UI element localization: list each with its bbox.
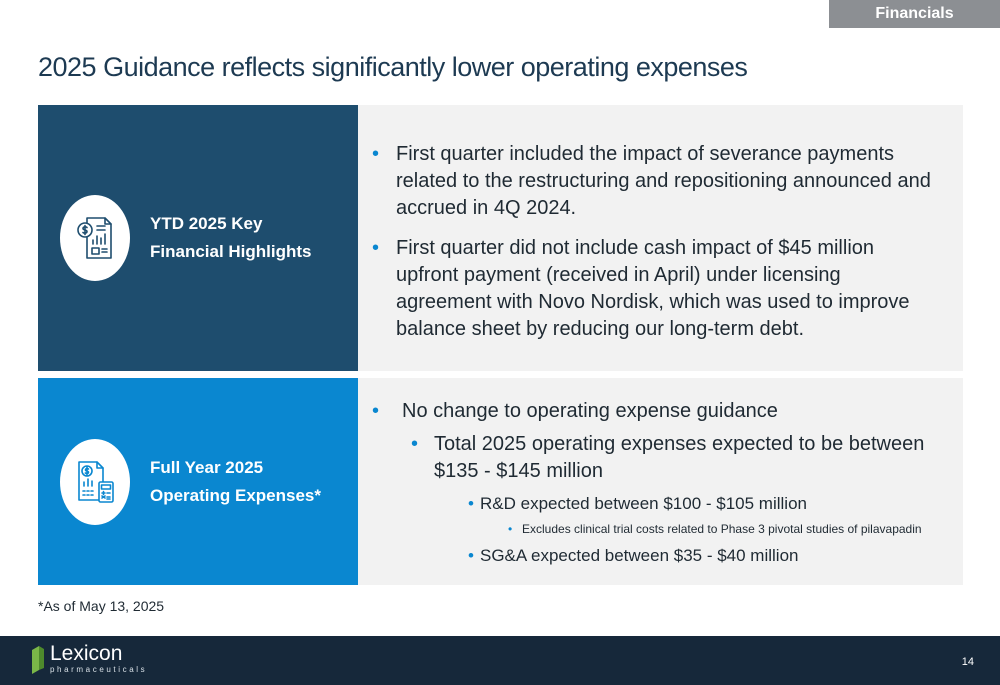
fy-bullet-list: No change to operating expense guidance …	[372, 398, 933, 568]
lexicon-logo: Lexicon pharmaceuticals	[30, 643, 147, 674]
logo-text: Lexicon pharmaceuticals	[50, 642, 148, 675]
section-tab: Financials	[829, 0, 1000, 28]
ytd-title-line2: Financial Highlights	[150, 242, 312, 261]
ytd-title-line1: YTD 2025 Key	[150, 214, 263, 233]
fy-bullet-rd-exclusion: Excludes clinical trial costs related to…	[508, 520, 933, 538]
expense-calculator-icon	[78, 460, 114, 503]
footer-bar: Lexicon pharmaceuticals 14	[0, 636, 1000, 685]
fy-bullet-no-change: No change to operating expense guidance	[372, 398, 933, 425]
lexicon-logo-mark-icon	[32, 645, 44, 674]
fy-title-line1: Full Year 2025	[150, 457, 264, 477]
ytd-icon-circle	[60, 195, 130, 281]
fy-panel-header: Full Year 2025 Operating Expenses*	[38, 378, 358, 585]
ytd-panel-header: YTD 2025 Key Financial Highlights	[38, 105, 358, 371]
ytd-highlights-panel: YTD 2025 Key Financial Highlights First …	[38, 105, 963, 371]
footnote: *As of May 13, 2025	[38, 598, 165, 614]
ytd-bullet-severance: First quarter included the impact of sev…	[372, 141, 933, 222]
fy-bullet-sga: SG&A expected between $35 - $40 million	[468, 544, 933, 568]
logo-subtitle: pharmaceuticals	[50, 665, 148, 674]
fy-bullet-rd: R&D expected between $100 - $105 million	[468, 492, 933, 516]
fy-panel-body: No change to operating expense guidance …	[358, 378, 963, 585]
financial-report-icon	[77, 217, 112, 259]
fy-opex-panel: Full Year 2025 Operating Expenses* No ch…	[38, 378, 963, 585]
page-number: 14	[961, 656, 974, 668]
page-title: 2025 Guidance reflects significantly low…	[38, 52, 748, 82]
fy-bullet-total-opex: Total 2025 operating expenses expected t…	[411, 431, 933, 485]
ytd-panel-title: YTD 2025 Key Financial Highlights	[150, 210, 340, 266]
logo-name: Lexicon	[50, 642, 123, 665]
fy-icon-circle	[60, 438, 130, 525]
ytd-panel-body: First quarter included the impact of sev…	[358, 105, 963, 371]
fy-panel-title: Full Year 2025 Operating Expenses*	[150, 454, 340, 510]
ytd-bullet-list: First quarter included the impact of sev…	[372, 141, 933, 343]
ytd-bullet-novo-payment: First quarter did not include cash impac…	[372, 235, 933, 343]
fy-title-line2: Operating Expenses*	[150, 485, 322, 505]
